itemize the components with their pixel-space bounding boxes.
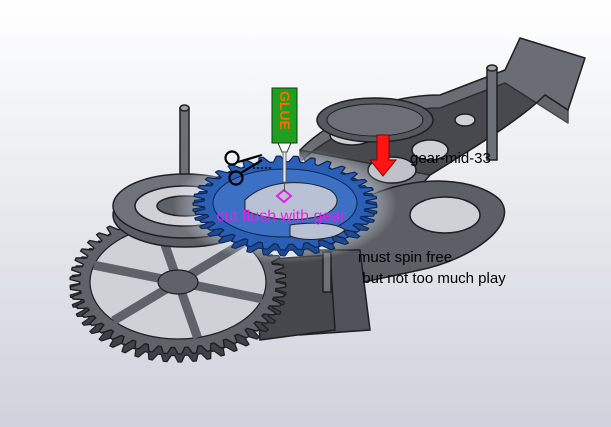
large-left-gear [69,209,287,363]
glue-tube-icon: GLUE [271,87,298,192]
spin-label-line1: must spin free [358,249,452,266]
gear-label: gear-mid-33 [410,150,491,167]
gear-spoke [190,280,263,304]
scissors-icon [224,150,272,186]
gear-spoke [111,284,171,325]
glue-label: GLUE [277,91,293,130]
rear-gear [316,97,434,143]
arrow-down-icon [368,134,398,177]
large-gear-hub [157,269,199,295]
gear-mid-33 [173,147,397,263]
gear-spoke [176,289,202,340]
spin-label-line2: but not too much play [362,270,506,287]
axle-marker [275,188,293,204]
cut-flush-label: cut flush with gear [217,208,347,225]
gear-spoke [93,260,166,284]
